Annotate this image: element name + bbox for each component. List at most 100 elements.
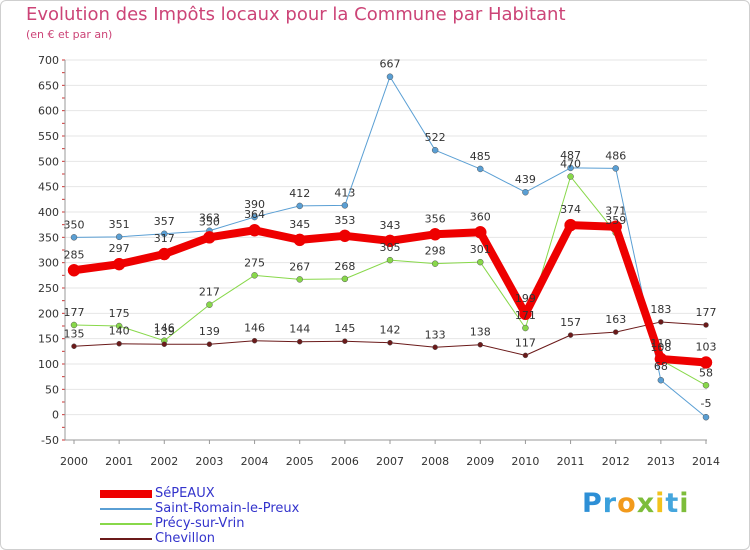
data-point-chevillon xyxy=(161,341,168,347)
y-tick-label: 450 xyxy=(38,181,59,194)
legend-label: Précy-sur-Vrin xyxy=(155,516,245,531)
y-tick-label: 700 xyxy=(38,54,59,67)
data-point-sepeaux xyxy=(609,220,622,233)
legend-label: SéPEAUX xyxy=(155,486,215,501)
data-label-saint-romain-le-preux: 350 xyxy=(64,218,85,231)
x-tick-label: 2008 xyxy=(421,455,449,468)
data-point-saint-romain-le-preux xyxy=(567,164,574,172)
data-point-sepeaux xyxy=(203,231,216,244)
data-label-chevillon: 140 xyxy=(109,325,130,338)
data-point-chevillon xyxy=(703,322,709,328)
data-label-saint-romain-le-preux: 351 xyxy=(109,218,130,231)
data-point-precy-sur-vrin xyxy=(206,301,213,308)
data-point-saint-romain-le-preux xyxy=(341,202,349,209)
data-label-precy-sur-vrin: 146 xyxy=(154,322,175,335)
data-label-sepeaux: 353 xyxy=(334,214,355,227)
data-label-sepeaux: 371 xyxy=(605,205,626,218)
data-label-sepeaux: 285 xyxy=(64,248,85,261)
chart-legend: SéPEAUX Saint-Romain-le-Preux Précy-sur-Vr… xyxy=(100,486,430,546)
data-label-sepeaux: 364 xyxy=(244,208,265,221)
legend-swatch xyxy=(100,490,152,498)
data-point-precy-sur-vrin xyxy=(386,256,394,264)
data-label-precy-sur-vrin: 177 xyxy=(64,306,85,319)
data-point-saint-romain-le-preux xyxy=(70,234,78,241)
data-label-saint-romain-le-preux: 413 xyxy=(334,186,355,199)
data-point-saint-romain-le-preux xyxy=(702,413,710,421)
data-point-sepeaux xyxy=(383,234,397,248)
legend-item: SéPEAUX xyxy=(100,486,430,501)
data-point-saint-romain-le-preux xyxy=(161,230,168,238)
y-tick-label: 500 xyxy=(38,155,59,168)
data-point-chevillon xyxy=(342,338,348,344)
data-label-saint-romain-le-preux: -5 xyxy=(701,397,712,410)
data-point-precy-sur-vrin xyxy=(341,275,349,283)
data-label-sepeaux: 350 xyxy=(199,215,220,228)
data-label-precy-sur-vrin: 275 xyxy=(244,256,265,269)
data-point-sepeaux xyxy=(428,228,442,241)
brand-logo: Proxiti xyxy=(582,488,690,519)
x-tick-label: 2013 xyxy=(647,455,675,468)
data-label-precy-sur-vrin: 267 xyxy=(289,260,310,273)
data-label-precy-sur-vrin: 268 xyxy=(334,260,355,273)
data-point-sepeaux xyxy=(474,226,487,239)
data-point-sepeaux xyxy=(654,352,668,366)
brand-letter: P xyxy=(582,488,603,519)
data-point-sepeaux xyxy=(158,247,171,261)
data-label-saint-romain-le-preux: 390 xyxy=(244,198,265,211)
x-tick-label: 2003 xyxy=(195,455,223,468)
brand-letter: i xyxy=(655,488,666,519)
x-tick-label: 2014 xyxy=(692,455,720,468)
data-point-sepeaux xyxy=(67,264,81,277)
x-tick-label: 2002 xyxy=(150,455,178,468)
data-point-precy-sur-vrin xyxy=(567,173,574,180)
data-point-precy-sur-vrin xyxy=(251,272,258,279)
x-tick-label: 2012 xyxy=(602,455,630,468)
x-tick-label: 2011 xyxy=(557,455,585,468)
data-label-saint-romain-le-preux: 412 xyxy=(289,187,310,200)
y-tick-label: 50 xyxy=(45,383,59,396)
data-label-saint-romain-le-preux: 357 xyxy=(154,215,175,228)
data-label-precy-sur-vrin: 470 xyxy=(560,158,581,171)
data-point-chevillon xyxy=(387,339,393,346)
y-tick-label: 400 xyxy=(38,206,59,219)
data-point-sepeaux xyxy=(699,356,713,369)
data-point-saint-romain-le-preux xyxy=(657,376,665,384)
data-label-chevillon: 146 xyxy=(244,322,265,335)
data-label-precy-sur-vrin: 298 xyxy=(425,245,446,258)
y-tick-label: 350 xyxy=(38,231,59,244)
data-point-sepeaux xyxy=(293,233,306,247)
data-label-saint-romain-le-preux: 667 xyxy=(380,58,401,71)
data-point-saint-romain-le-preux xyxy=(115,233,123,241)
x-tick-label: 2006 xyxy=(331,455,359,468)
legend-swatch xyxy=(100,523,152,525)
legend-swatch xyxy=(100,508,152,510)
data-label-sepeaux: 199 xyxy=(515,292,536,305)
data-label-chevillon: 139 xyxy=(199,325,220,338)
data-point-saint-romain-le-preux xyxy=(522,188,529,196)
y-tick-label: 250 xyxy=(38,282,59,295)
data-point-saint-romain-le-preux xyxy=(477,165,484,173)
data-label-precy-sur-vrin: 108 xyxy=(650,341,671,354)
data-label-sepeaux: 360 xyxy=(470,210,491,223)
brand-letter: o xyxy=(617,488,637,519)
y-tick-label: 550 xyxy=(38,130,59,143)
data-label-sepeaux: 103 xyxy=(696,340,717,353)
data-point-chevillon xyxy=(296,338,303,345)
data-label-sepeaux: 356 xyxy=(425,212,446,225)
data-point-sepeaux xyxy=(338,229,352,243)
data-label-chevillon: 117 xyxy=(515,336,536,349)
data-point-chevillon xyxy=(71,343,77,350)
data-point-precy-sur-vrin xyxy=(431,260,439,267)
data-label-saint-romain-le-preux: 487 xyxy=(560,149,581,162)
data-label-sepeaux: 345 xyxy=(289,218,310,231)
data-point-saint-romain-le-preux xyxy=(296,202,303,210)
data-point-saint-romain-le-preux xyxy=(431,146,439,154)
y-tick-label: 600 xyxy=(38,105,59,118)
data-point-sepeaux xyxy=(112,257,126,271)
legend-swatch xyxy=(100,538,152,540)
data-label-chevillon: 157 xyxy=(560,316,581,329)
data-label-saint-romain-le-preux: 486 xyxy=(605,149,626,162)
data-point-chevillon xyxy=(432,344,438,351)
data-label-sepeaux: 343 xyxy=(380,219,401,232)
